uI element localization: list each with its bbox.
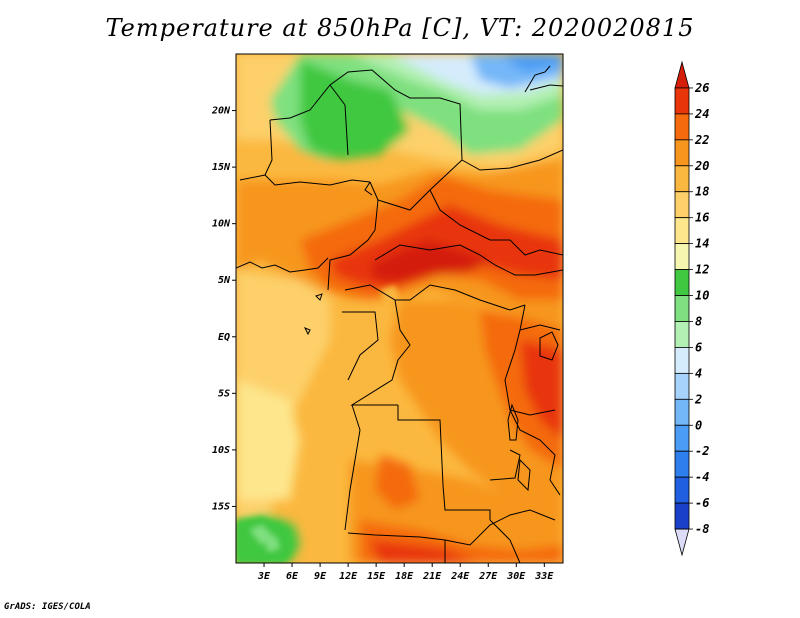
colorbar-box [674,113,690,141]
lon-tick-label: 9E [314,571,327,582]
longitude-axis: 3E 6E 9E 12E 15E 18E 21E 24E 27E 30E 33E [257,563,554,582]
colorbar-level-label: 4 [695,366,702,380]
latitude-axis: 20N 15N 10N 5N EQ 5S 10S 15S [211,106,236,512]
colorbar-level-label: 10 [695,289,709,303]
colorbar-box [674,398,690,426]
lat-tick-label: 5N [218,275,231,286]
colorbar-box [674,476,690,504]
colorbar-level-label: 22 [694,133,709,147]
colorbar-level-label: 12 [695,263,709,277]
lon-tick-label: 24E [450,571,470,582]
lon-tick-label: 18E [395,571,414,582]
colorbar-level-label: -8 [695,522,709,536]
colorbar-level-label: 16 [695,211,709,225]
colorbar-level-label: -4 [695,470,709,484]
colorbar-level-label: 8 [695,314,702,328]
colorbar-box [674,321,690,348]
lat-tick-label: 5S [218,388,230,399]
colorbar-level-label: 18 [695,185,709,199]
colorbar-level-label: 24 [694,107,709,121]
colorbar-level-label: 0 [695,418,702,432]
colorbar-box [674,191,690,219]
colorbar-box [674,87,690,115]
lon-tick-label: 3E [257,571,271,582]
colorbar-box [674,502,690,530]
colorbar-box [674,269,690,296]
lon-tick-label: 27E [478,571,498,582]
colorbar-box [674,295,690,322]
colorbar-box [674,139,690,167]
colorbar-box [674,243,690,270]
colorbar-box [674,372,690,400]
colorbar-box [674,165,690,193]
lat-tick-label: EQ [218,332,230,343]
colorbar-level-label: 26 [694,81,709,95]
colorbar-box [674,217,690,245]
colorbar-level-label: -2 [695,444,709,458]
colorbar-min-triangle [674,528,690,557]
colorbar-box [674,424,690,452]
colorbar-box [674,347,690,374]
lat-tick-label: 10N [212,219,231,230]
colorbar-level-label: 6 [695,340,702,354]
lat-tick-label: 15S [212,501,230,512]
colorbar-max-triangle [674,60,690,89]
lon-tick-label: 15E [367,571,386,582]
colorbar-level-label: -6 [695,496,709,510]
colorbar-level-label: 2 [694,392,702,406]
credit-label: GrADS: IGES/COLA [4,602,91,612]
colorbar-level-label: 14 [695,237,709,251]
lon-tick-label: 21E [422,571,442,582]
map-frame [235,53,564,564]
country-boundaries [236,65,563,563]
lon-tick-label: 6E [286,571,299,582]
lat-tick-label: 15N [212,162,231,173]
lat-tick-label: 20N [211,106,231,117]
colorbar-box [674,450,690,478]
lon-tick-label: 30E [506,571,526,582]
map-title: Temperature at 850hPa [C], VT: 202002081… [105,14,695,42]
lat-tick-label: 10S [212,445,230,456]
lon-tick-label: 33E [534,571,554,582]
colorbar-level-label: 20 [694,159,709,173]
lon-tick-label: 12E [339,571,358,582]
